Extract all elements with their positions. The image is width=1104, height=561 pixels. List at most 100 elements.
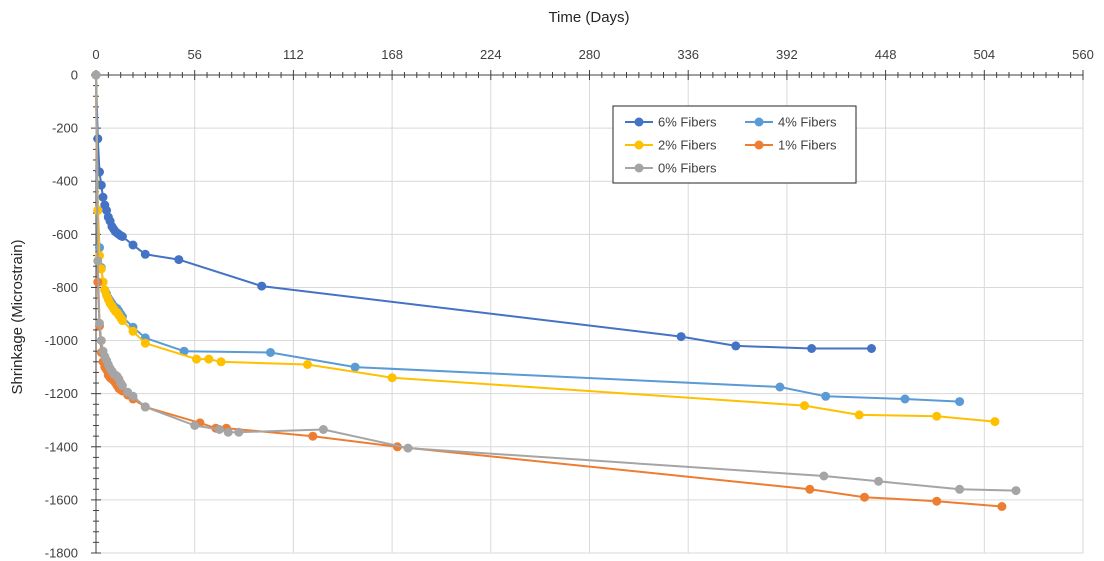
x-tick-label: 112	[283, 47, 304, 62]
data-point-2pct-fibers	[800, 401, 809, 411]
legend-label: 2% Fibers	[658, 138, 717, 153]
y-tick-label: -800	[52, 280, 78, 295]
data-point-0pct-fibers	[819, 471, 829, 481]
legend-swatch-marker	[754, 140, 764, 150]
data-point-1pct-fibers	[932, 496, 942, 506]
series-2pct-fibers	[91, 70, 1000, 427]
legend: 6% Fibers 4% Fibers 2% Fibers 1% Fibers 0% F…	[612, 105, 857, 184]
data-point-0pct-fibers	[190, 421, 200, 430]
y-tick-label: -400	[52, 174, 78, 189]
y-tick-label: -1000	[45, 333, 78, 348]
data-point-2pct-fibers	[854, 410, 864, 420]
data-point-2pct-fibers	[990, 417, 1000, 427]
data-point-2pct-fibers	[387, 373, 397, 383]
x-axis-title: Time (Days)	[548, 9, 629, 26]
y-axis-title: Shrinkage (Microstrain)	[9, 239, 26, 394]
data-point-6pct-fibers	[257, 281, 267, 291]
legend-label: 4% Fibers	[778, 115, 837, 130]
data-point-4pct-fibers	[900, 394, 910, 404]
data-point-0pct-fibers	[234, 427, 244, 437]
legend-label: 6% Fibers	[658, 115, 717, 130]
data-point-2pct-fibers	[932, 411, 942, 421]
x-tick-label: 56	[187, 47, 201, 62]
y-tick-label: -1200	[45, 386, 78, 401]
y-tick-label: -1400	[45, 439, 78, 454]
legend-swatch-marker	[754, 117, 764, 127]
data-point-0pct-fibers	[955, 484, 965, 494]
y-tick-label: -1600	[45, 492, 78, 507]
data-point-0pct-fibers	[93, 256, 103, 266]
legend-label: 0% Fibers	[658, 161, 717, 176]
series-0pct-fibers	[91, 70, 1021, 496]
data-point-6pct-fibers	[867, 344, 876, 353]
data-point-6pct-fibers	[98, 192, 108, 202]
data-point-0pct-fibers	[1011, 486, 1021, 496]
data-point-2pct-fibers	[117, 316, 127, 326]
data-point-4pct-fibers	[775, 382, 785, 392]
y-tick-label: -1800	[45, 546, 78, 561]
data-point-1pct-fibers	[860, 492, 869, 502]
data-point-0pct-fibers	[140, 402, 150, 412]
data-point-6pct-fibers	[96, 180, 106, 190]
data-point-4pct-fibers	[955, 397, 965, 407]
x-tick-label: 504	[973, 47, 995, 62]
y-tick-label: 0	[71, 68, 78, 83]
data-point-6pct-fibers	[174, 255, 184, 265]
x-tick-label: 0	[92, 47, 99, 62]
data-point-2pct-fibers	[140, 338, 150, 348]
legend-items: 6% Fibers 4% Fibers 2% Fibers 1% Fibers 0% F…	[625, 115, 837, 176]
data-point-0pct-fibers	[318, 425, 328, 434]
x-tick-label: 336	[677, 47, 699, 62]
data-point-4pct-fibers	[821, 391, 831, 401]
legend-label: 1% Fibers	[778, 138, 837, 153]
legend-item-4pct-fibers: 4% Fibers	[745, 115, 837, 130]
data-point-0pct-fibers	[91, 70, 101, 80]
y-tick-label: -600	[52, 227, 78, 242]
x-tick-label: 280	[579, 47, 601, 62]
data-point-6pct-fibers	[128, 240, 138, 250]
data-point-6pct-fibers	[676, 332, 686, 342]
data-point-4pct-fibers	[179, 346, 189, 356]
data-point-0pct-fibers	[874, 476, 883, 486]
data-point-6pct-fibers	[731, 341, 741, 351]
series-lines	[91, 70, 1021, 511]
legend-box	[612, 105, 857, 184]
data-point-6pct-fibers	[807, 344, 817, 353]
legend-swatch-marker	[634, 117, 644, 127]
legend-swatch-marker	[634, 140, 644, 150]
x-tick-label: 168	[381, 47, 403, 62]
x-tick-label: 560	[1072, 47, 1094, 62]
data-point-0pct-fibers	[403, 443, 413, 453]
data-point-6pct-fibers	[140, 249, 150, 259]
data-point-0pct-fibers	[214, 425, 224, 434]
data-point-0pct-fibers	[128, 391, 138, 401]
data-point-2pct-fibers	[192, 354, 201, 364]
data-point-0pct-fibers	[117, 381, 127, 391]
legend-item-1pct-fibers: 1% Fibers	[745, 138, 837, 153]
data-point-2pct-fibers	[204, 354, 214, 364]
data-point-0pct-fibers	[96, 336, 106, 346]
legend-swatch-marker	[634, 163, 644, 173]
x-tick-label: 448	[875, 47, 897, 62]
data-point-0pct-fibers	[95, 318, 104, 328]
data-point-6pct-fibers	[117, 232, 127, 241]
data-point-4pct-fibers	[266, 348, 275, 357]
axes	[91, 70, 1084, 554]
data-point-2pct-fibers	[216, 357, 226, 367]
legend-item-2pct-fibers: 2% Fibers	[625, 138, 717, 153]
data-point-0pct-fibers	[223, 427, 233, 437]
y-tick-label: -200	[52, 121, 78, 136]
tick-labels: 0 -200 -400 -600 -800 -1000 -1200 -1400 -1600 -18…	[45, 47, 1094, 561]
data-point-1pct-fibers	[997, 502, 1007, 511]
data-point-4pct-fibers	[350, 362, 360, 372]
data-point-2pct-fibers	[303, 360, 312, 369]
x-tick-label: 224	[480, 47, 502, 62]
legend-item-6pct-fibers: 6% Fibers	[625, 115, 717, 130]
data-point-2pct-fibers	[128, 326, 138, 336]
data-point-1pct-fibers	[805, 484, 815, 494]
legend-item-0pct-fibers: 0% Fibers	[625, 161, 717, 176]
series-6pct-fibers	[91, 70, 876, 353]
x-tick-label: 392	[776, 47, 798, 62]
